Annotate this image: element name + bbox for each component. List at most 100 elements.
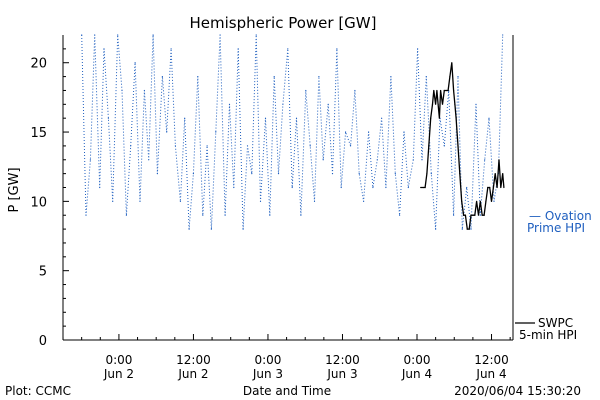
x-tick-time-label: 12:00 [325,353,360,367]
swpc-data-point [426,173,428,175]
swpc-data-point [498,159,500,161]
x-tick-time-label: 12:00 [474,353,509,367]
swpc-data-point [503,186,505,189]
swpc-data-point [476,200,478,202]
ovation-data-point [143,89,145,92]
swpc-data-point [496,186,498,189]
ovation-data-point [210,228,212,230]
y-tick-label: 5 [39,265,47,280]
ovation-data-point [295,117,298,119]
ovation-data-point [81,34,83,36]
x-tick-date-label: Jun 3 [326,367,357,381]
swpc-data-point [483,214,485,216]
series-label-swpc-line2: 5-min HPI [519,328,577,342]
ovation-data-point [313,200,316,202]
swpc-data-point [451,62,453,64]
ovation-data-point [215,131,217,133]
ovation-data-point [287,48,289,50]
x-tick-date-label: Jun 2 [103,367,134,381]
swpc-data-point [489,186,491,189]
ovation-data-point [376,159,378,161]
ovation-data-point [390,76,392,78]
swpc-data-point [443,89,445,92]
swpc-data-point [461,200,463,202]
ovation-data-point [372,186,374,189]
chart-title: Hemispheric Power [GW] [190,14,377,32]
swpc-data-point [466,228,468,230]
ovation-data-point [130,145,132,147]
ovation-data-point [425,76,427,78]
ovation-data-point [94,34,96,36]
ovation-data-point [148,159,150,161]
ovation-data-point [399,214,401,216]
ovation-data-point [309,145,311,147]
ovation-data-point [273,76,275,78]
ovation-data-point [197,76,199,78]
ovation-data-point [139,200,141,202]
ovation-data-point [174,145,176,147]
swpc-data-point [449,76,451,78]
ovation-data-point [259,200,262,202]
ovation-data-point [134,62,136,64]
ovation-data-point [322,159,324,161]
y-tick-label: 0 [39,334,47,349]
ovation-data-point [107,117,109,119]
swpc-data-point [457,145,459,147]
swpc-data-point [494,173,496,175]
swpc-data-point [487,186,489,189]
ovation-data-point [345,131,347,133]
ovation-data-point [170,48,172,50]
series-line-swpc [420,62,505,230]
swpc-data-point [455,117,457,119]
ovation-data-point [479,214,481,216]
x-tick-date-label: Jun 4 [401,367,432,381]
ovation-data-point [224,214,226,216]
ovation-data-point [484,159,486,161]
ovation-data-point [277,173,280,175]
ovation-data-point [457,76,459,78]
series-line-ovation [81,35,504,230]
ovation-data-point [394,173,396,175]
x-tick-time-label: 0:00 [254,353,281,367]
swpc-data-point [441,103,444,105]
ovation-data-point [89,159,91,161]
swpc-data-point [490,200,493,202]
ovation-data-point [350,145,352,147]
ovation-data-point [417,48,419,50]
ovation-data-point [358,173,360,175]
swpc-data-point [468,228,470,230]
ovation-data-point [125,214,127,216]
ovation-data-point [264,117,267,119]
swpc-data-point [422,186,424,189]
ovation-data-point [327,103,329,105]
swpc-data-point [437,103,439,105]
x-tick-time-label: 0:00 [105,353,132,367]
footer-timestamp: 2020/06/04 15:30:20 [454,384,581,398]
swpc-data-point [459,173,461,175]
swpc-data-point [481,214,483,216]
ovation-data-point [282,103,284,105]
swpc-data-point [485,200,487,202]
footer-plot-credit: Plot: CCMC [5,384,71,398]
swpc-data-point [431,103,434,105]
x-tick-time-label: 0:00 [404,353,431,367]
series-label-ovation-line2: Prime HPI [527,221,585,235]
swpc-data-point [420,186,422,189]
y-tick-label: 15 [30,126,47,141]
ovation-data-point [493,200,495,202]
ovation-data-point [381,117,383,119]
x-tick-date-label: Jun 3 [252,367,283,381]
swpc-data-point [500,186,502,189]
footer-x-axis-label: Date and Time [243,384,331,398]
ovation-data-point [242,228,244,230]
ovation-data-point [269,214,271,216]
x-tick-date-label: Jun 4 [475,367,506,381]
ovation-data-point [435,228,437,230]
swpc-data-point [464,214,466,216]
ovation-data-point [233,186,235,189]
swpc-data-point [470,214,472,216]
ovation-data-point [246,145,249,147]
ovation-data-point [363,200,365,202]
ovation-data-point [305,89,307,92]
